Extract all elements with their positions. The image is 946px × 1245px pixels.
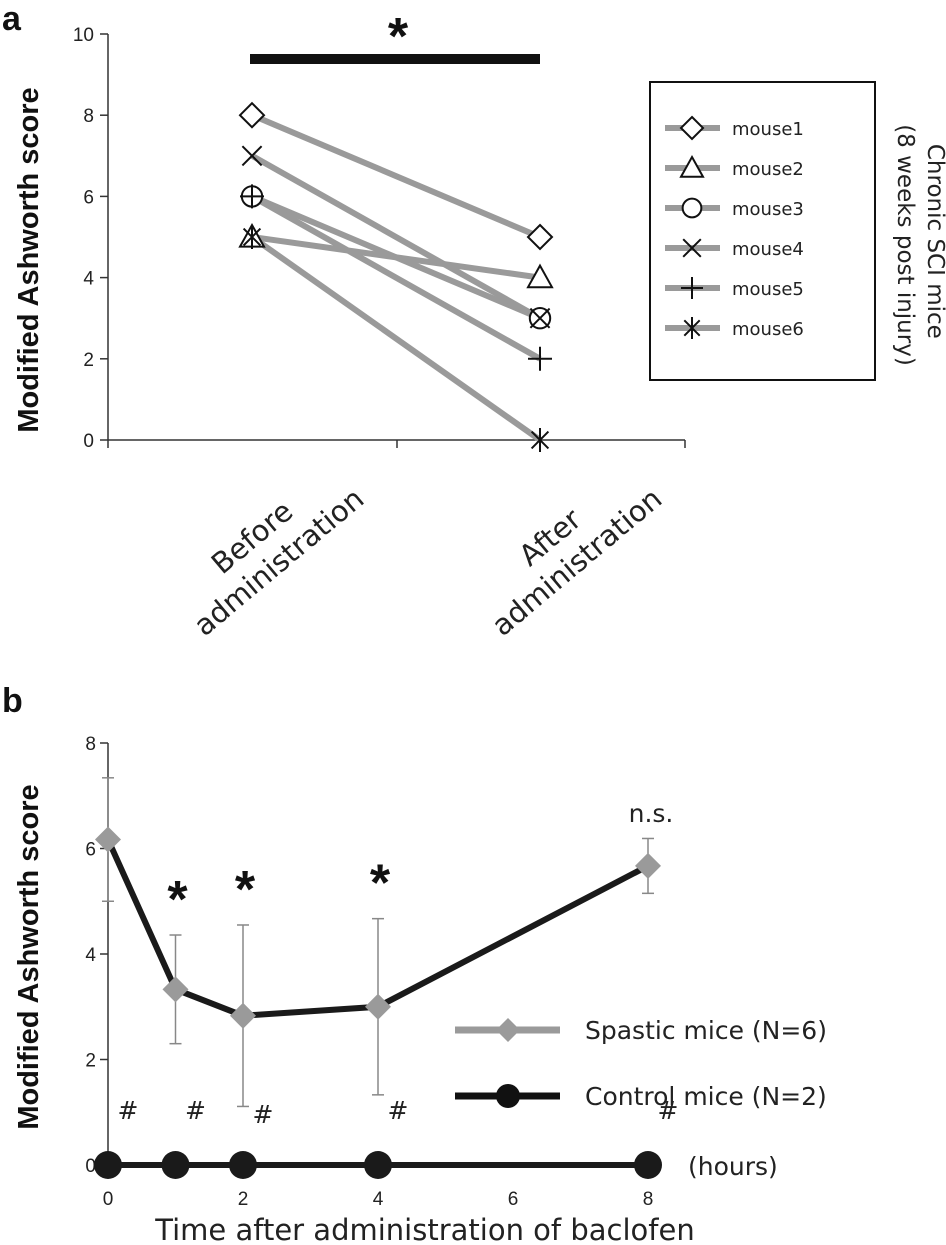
panel-a-label: a [2, 0, 22, 38]
series-line-mouse6 [250, 234, 542, 443]
legend-a-box [649, 81, 876, 381]
panel-b-ytick-label: 4 [85, 945, 96, 966]
legend-a-asterisk-icon [683, 317, 701, 339]
data-point-mouse1-before [238, 101, 266, 129]
legend-a-circle-icon [681, 197, 703, 219]
panel-a-series [238, 101, 554, 452]
legend-b-spastic-diamond-icon [496, 1018, 520, 1042]
panel-b-series [94, 777, 662, 1179]
control-point [634, 1151, 662, 1179]
hash-label: # [185, 1096, 206, 1125]
significance-star-a: * [388, 8, 409, 66]
panel-a-ytick-label: 0 [83, 431, 94, 452]
legend-a-triangle-icon [679, 154, 705, 178]
panel-a-ylabel: Modified Ashworth score [13, 87, 45, 432]
control-point [94, 1151, 122, 1179]
legend-a-title-line2: (8 weeks post injury) [892, 124, 918, 366]
panel-b-annotations: * * * n.s. # # # # # [118, 799, 679, 1129]
legend-b: Spastic mice (N=6) Control mice (N=2) [455, 1016, 827, 1111]
category-label-before: Before administration [164, 454, 370, 643]
panel-b-xtick-label: 6 [508, 1189, 519, 1210]
spastic-point [230, 1002, 256, 1029]
panel-a-ytick-label: 4 [83, 269, 94, 290]
data-point-mouse5-before [240, 184, 264, 209]
legend-a-x-icon [682, 238, 702, 258]
legend-b-spastic-label: Spastic mice (N=6) [585, 1016, 827, 1045]
legend-a-label-mouse6: mouse6 [732, 319, 804, 340]
panel-b-xtick-label: 8 [643, 1189, 654, 1210]
legend-a-label-mouse4: mouse4 [732, 239, 804, 260]
panel-a-ytick-label: 10 [73, 25, 94, 46]
significance-star-b: * [235, 861, 256, 919]
panel-b-ylabel: Modified Ashworth score [13, 784, 45, 1129]
legend-a-plus-icon [681, 277, 703, 299]
legend-b-control-label: Control mice (N=2) [585, 1082, 827, 1111]
panel-b-xtick-label: 0 [103, 1189, 114, 1210]
legend-a-diamond-icon [679, 115, 705, 141]
series-line-mouse3 [250, 193, 542, 321]
data-point-mouse1-after [526, 223, 554, 251]
panel-b-xtick-label: 2 [238, 1189, 249, 1210]
data-point-mouse6-before [242, 225, 262, 249]
panel-a-axes: 0 2 4 6 8 10 [73, 25, 686, 452]
panel-a-ytick-label: 2 [83, 350, 94, 371]
legend-a-label-mouse5: mouse5 [732, 279, 804, 300]
panel-a-ytick-label: 8 [83, 106, 94, 127]
legend-a-label-mouse2: mouse2 [732, 159, 804, 180]
significance-star-b: * [167, 871, 188, 929]
hash-label: # [658, 1096, 679, 1125]
spastic-point [162, 976, 189, 1003]
data-point-mouse4-after [529, 307, 551, 329]
data-point-mouse5-after [528, 346, 552, 371]
panel-b-axes: 0 2 4 6 8 0 2 4 6 8 [85, 734, 653, 1210]
legend-a-label-mouse1: mouse1 [732, 119, 804, 140]
hash-label: # [253, 1100, 274, 1129]
hash-label: # [118, 1096, 139, 1125]
data-point-mouse6-after [530, 428, 550, 452]
panel-a-ytick-label: 6 [83, 187, 94, 208]
control-point [229, 1151, 257, 1179]
data-point-mouse2-after [526, 263, 554, 289]
series-line-mouse5 [250, 193, 542, 362]
control-point [161, 1151, 190, 1179]
legend-b-control-circle-icon [496, 1084, 520, 1108]
x-unit-label: (hours) [688, 1152, 778, 1181]
data-point-mouse4-before [241, 145, 263, 167]
panel-b-ytick-label: 0 [85, 1156, 96, 1177]
panel-b-label: b [2, 682, 23, 720]
control-point [364, 1151, 392, 1179]
category-label-after: After administration [462, 454, 668, 643]
legend-a-title-line1: Chronic SCI mice [922, 144, 946, 339]
spastic-point [635, 852, 661, 879]
legend-a-label-mouse3: mouse3 [732, 199, 804, 220]
legend-a-items: mouse1 mouse2 mouse3 mouse4 mouse5 mouse6 [665, 115, 804, 340]
spastic-point [365, 993, 391, 1020]
panel-b-ytick-label: 8 [85, 734, 96, 755]
significance-star-b: * [370, 855, 391, 913]
spastic-point [95, 826, 121, 853]
series-line-mouse4 [250, 153, 542, 321]
hash-label: # [388, 1096, 409, 1125]
significance-bar [250, 54, 540, 64]
category-label-after-line2: administration [485, 481, 668, 642]
series-line-mouse1 [250, 112, 542, 240]
panel-b-ytick-label: 2 [85, 1051, 96, 1072]
legend-a-title: Chronic SCI mice (8 weeks post injury) [892, 124, 946, 366]
panel-b-xlabel: Time after administration of baclofen [154, 1213, 694, 1245]
panel-b-xtick-label: 4 [373, 1189, 384, 1210]
ns-label: n.s. [629, 799, 674, 828]
panel-b-ytick-label: 6 [85, 840, 96, 861]
